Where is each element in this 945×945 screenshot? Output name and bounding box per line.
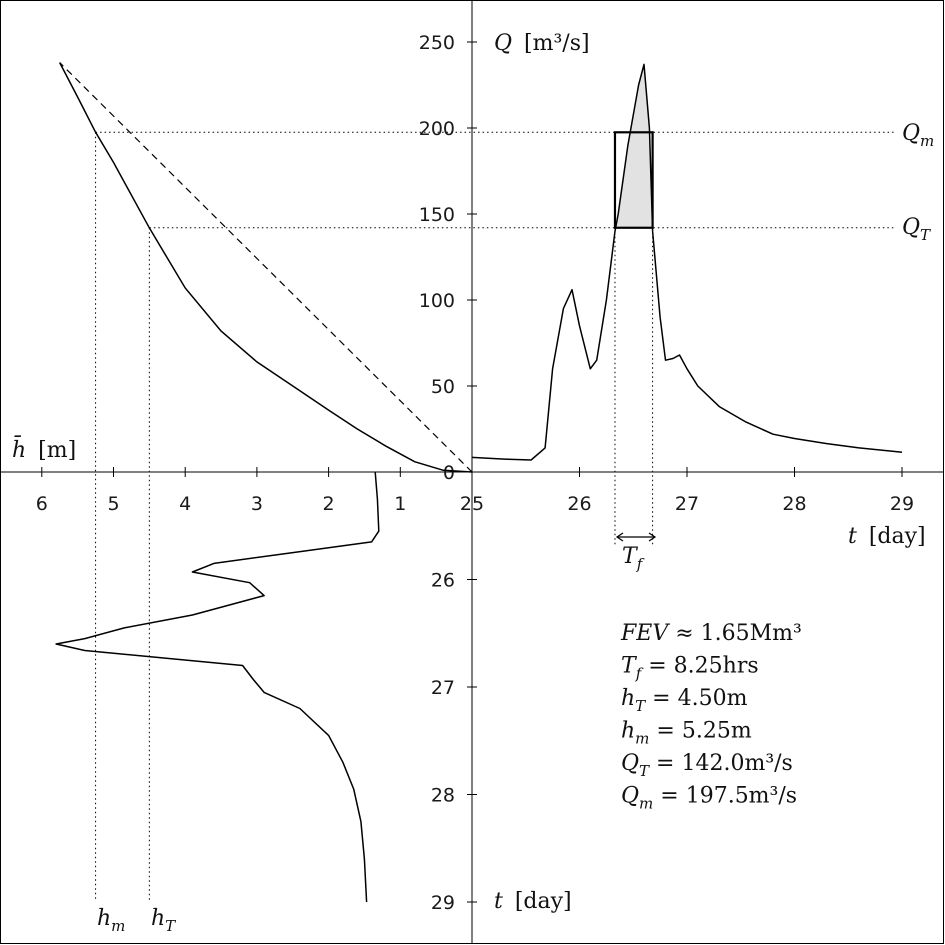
h-t-label: hT [151,906,176,935]
summary-annotations: FEV ≈ 1.65Mm³ Tf = 8.25hrs hT = 4.50m hm = … [620,621,802,813]
annotation-line: FEV ≈ 1.65Mm³ [620,621,802,646]
t-f-double-arrow [615,532,657,542]
t-down-tick-label: 27 [431,677,455,699]
t-tick-label: 25 [460,493,484,515]
rating-curve-line [59,62,473,473]
h-axis-title: h̄ [m] [12,435,76,463]
q-tick-label: 150 [419,204,455,226]
annotation-line: Tf = 8.25hrs [621,654,759,683]
t-tick-label: 29 [890,493,914,515]
t-tick-label: 28 [782,493,806,515]
discharge-hydrograph-line [471,63,903,461]
data-curves [55,62,903,903]
q-tick-label: 0 [443,462,455,484]
q-m-label: Qm [902,121,934,150]
h-tick-label: 2 [323,493,335,515]
annotation-line: QT = 142.0m³/s [621,751,793,780]
h-tick-label: 5 [107,493,119,515]
q-tick-label: 250 [419,32,455,54]
linear-reference-line [59,62,473,473]
h-tick-label: 1 [394,493,406,515]
h-m-label: hm [97,906,125,935]
annotation-line: Qm = 197.5m³/s [621,784,797,813]
t-down-tick-label: 28 [431,785,455,807]
tick-marks: 0 50 100 150 200 250 25 26 27 28 29 6 5 4 3 2 1 26 27 28 29 [36,32,914,914]
t-tick-label: 26 [567,493,591,515]
t-tick-label: 27 [675,493,699,515]
flood-shading [613,64,654,232]
reference-lines [95,131,895,900]
h-tick-label: 6 [36,493,48,515]
q-tick-label: 100 [419,290,455,312]
t-axis-title-bottom: t [day] [494,889,572,914]
annotation-line: hT = 4.50m [621,686,748,715]
t-axis-title-top: t [day] [848,524,926,549]
flood-excess-area [614,64,653,232]
q-axis-title: Q [m³/s] [494,31,590,56]
q-tick-label: 50 [431,376,455,398]
h-tick-label: 4 [179,493,191,515]
q-tick-label: 200 [419,118,455,140]
h-tick-label: 3 [251,493,263,515]
t-down-tick-label: 26 [431,570,455,592]
annotation-line: hm = 5.25m [621,719,752,748]
flood-volume-box [613,131,654,229]
stage-hydrograph-line [55,471,380,903]
t-down-tick-label: 29 [431,892,455,914]
t-f-label: Tf [622,544,645,573]
q-t-label: QT [902,215,931,244]
